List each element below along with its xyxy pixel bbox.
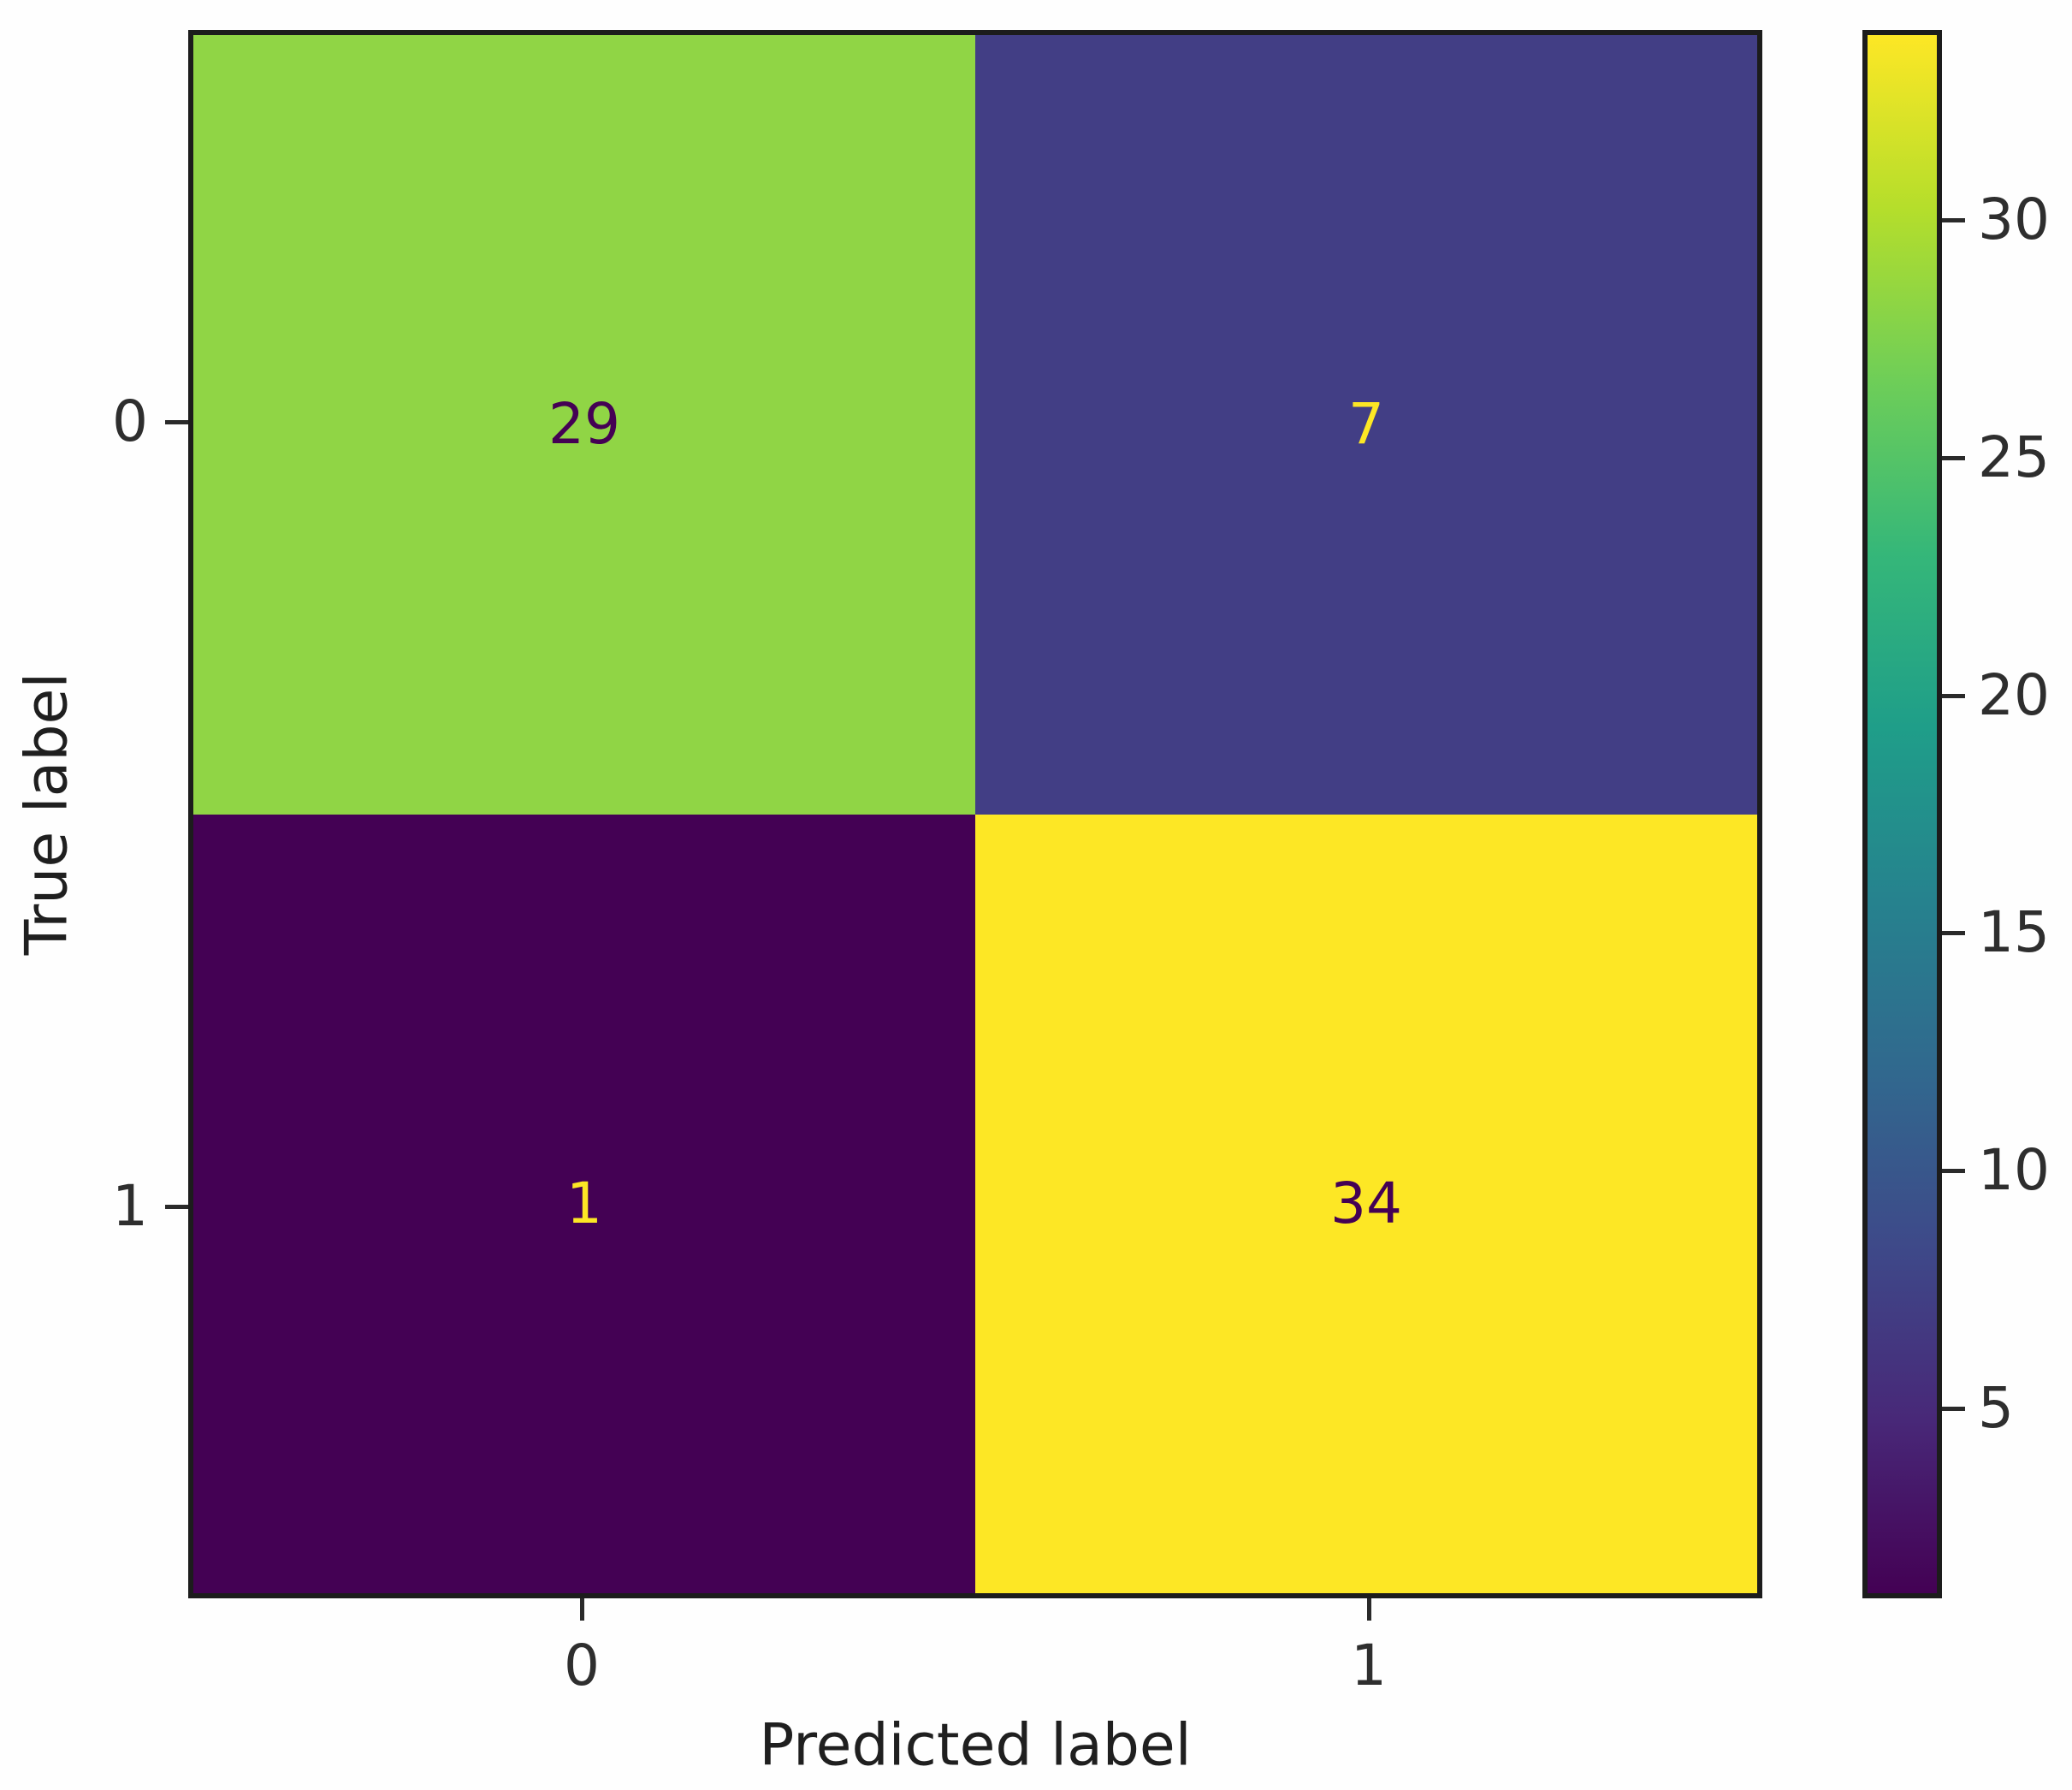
heatmap-grid: 29 7 1 34 [188,30,1762,1598]
colorbar-tick-label: 5 [1978,1374,2014,1441]
colorbar-tick-label: 15 [1978,899,2050,966]
cell-value: 1 [566,1170,602,1236]
heatmap-cell-r1c1: 34 [975,814,1757,1593]
heatmap-cell-r0c0: 29 [193,35,975,815]
y-tick-label: 0 [112,388,148,455]
colorbar-tick-label: 10 [1978,1137,2050,1204]
cell-value: 34 [1330,1170,1402,1236]
y-tick-label: 1 [112,1172,148,1239]
cell-value: 7 [1348,391,1384,458]
heatmap-cell-r0c1: 7 [975,35,1757,815]
colorbar-tick-mark [1942,1169,1965,1174]
x-tick-label: 0 [564,1633,600,1698]
y-tick-mark [165,420,188,425]
colorbar-tick-mark [1942,218,1965,223]
cell-value: 29 [548,391,620,458]
x-tick-mark [580,1598,584,1621]
colorbar-tick-mark [1942,931,1965,936]
y-tick-mark [165,1204,188,1209]
colorbar-tick-mark [1942,693,1965,698]
y-axis-label: True label [13,672,81,956]
colorbar [1862,30,1942,1598]
x-axis-label: Predicted label [759,1711,1192,1780]
x-tick-label: 1 [1351,1633,1387,1698]
colorbar-tick-mark [1942,1406,1965,1411]
colorbar-tick-label: 20 [1978,661,2050,728]
colorbar-tick-mark [1942,455,1965,460]
heatmap-cell-r1c0: 1 [193,814,975,1593]
x-tick-mark [1367,1598,1371,1621]
colorbar-tick-label: 30 [1978,187,2050,253]
colorbar-tick-label: 25 [1978,424,2050,490]
